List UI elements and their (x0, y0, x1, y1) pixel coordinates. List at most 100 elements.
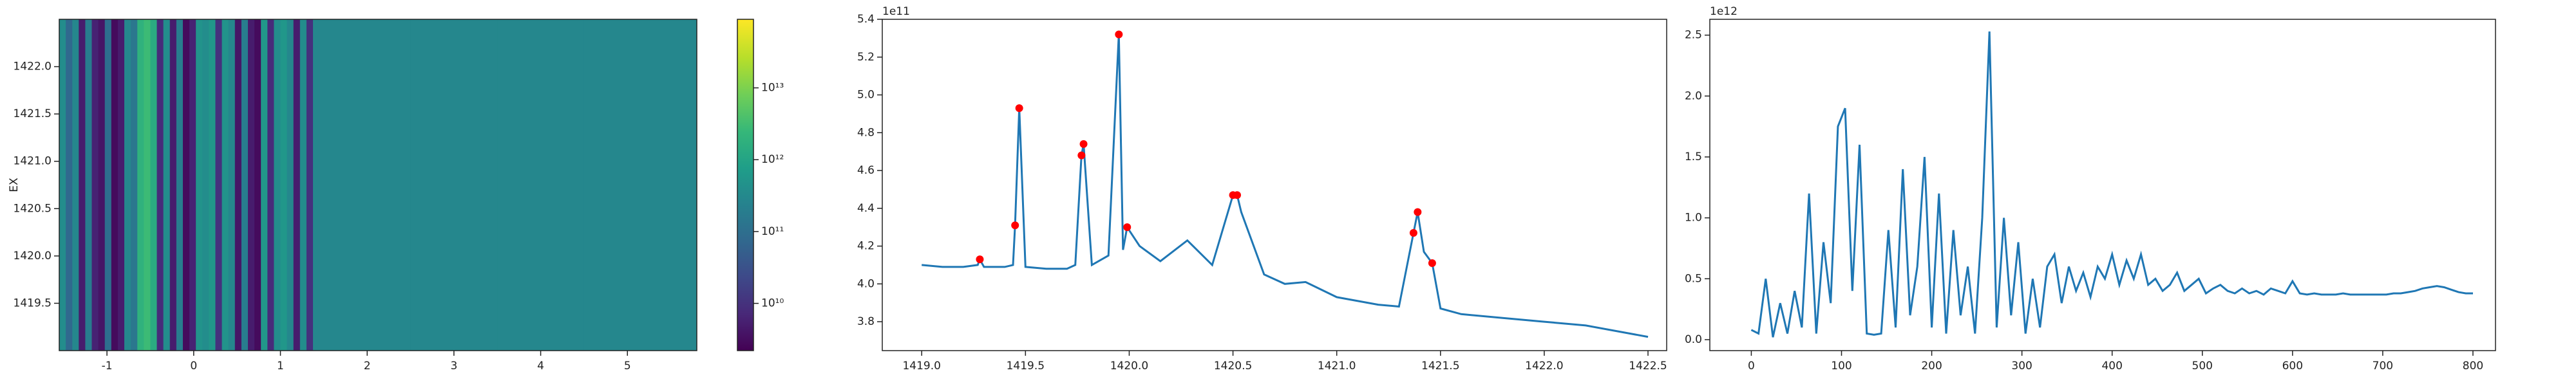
heatmap-cell (202, 19, 209, 351)
x-tick-label: 5 (624, 360, 631, 372)
heatmap-cell (215, 19, 223, 351)
x-tick-label: 2 (364, 360, 371, 372)
x-tick-label: 4 (537, 360, 544, 372)
heatmap-cell (196, 19, 203, 351)
colorbar-tick-label: 10¹¹ (761, 225, 784, 238)
y-tick-label: 1421.5 (14, 107, 52, 120)
heatmap-cell (182, 19, 190, 351)
x-tick-label: 0 (1748, 360, 1755, 372)
heatmap-cell (299, 19, 307, 351)
y-tick-label: 3.8 (857, 315, 875, 328)
y-tick-label: 4.4 (857, 202, 875, 215)
heatmap-cell (241, 19, 249, 351)
colorbar-tick-label: 10¹² (761, 153, 784, 166)
line (1750, 31, 2473, 338)
x-tick-label: 1420.5 (1214, 360, 1252, 372)
peak-marker (1409, 228, 1417, 237)
heatmap-cell (254, 19, 261, 351)
heatmap-cell (176, 19, 184, 351)
y-tick-label: 0.5 (1685, 272, 1702, 285)
heatmap-cell (234, 19, 242, 351)
y-tick-label: 2.0 (1685, 89, 1702, 102)
y-tick-label: 1420.5 (14, 202, 52, 215)
y-tick-label: 4.8 (857, 126, 875, 139)
x-tick-label: 0 (190, 360, 197, 372)
y-axis-label: EX (8, 178, 21, 192)
y-offset-label: 1e11 (882, 5, 910, 18)
heatmap-cell (209, 19, 216, 351)
heatmap-cell (98, 19, 106, 351)
heatmap-cell (287, 19, 294, 351)
x-tick-label: 1419.0 (902, 360, 940, 372)
x-tick-label: 1422.0 (1525, 360, 1563, 372)
x-tick-label: 1420.0 (1110, 360, 1148, 372)
peak-marker (1414, 208, 1422, 216)
x-tick-label: 1422.5 (1629, 360, 1667, 372)
y-tick-label: 2.5 (1685, 29, 1702, 42)
x-tick-label: 400 (2101, 360, 2122, 372)
y-tick-label: 1.0 (1685, 212, 1702, 225)
heatmap-cell (312, 19, 320, 351)
x-tick-label: 200 (1921, 360, 1942, 372)
x-tick-label: 1421.0 (1318, 360, 1356, 372)
peak-marker (1079, 140, 1088, 148)
line (922, 34, 1649, 338)
y-tick-label: 4.2 (857, 240, 875, 253)
heatmap-cell (261, 19, 268, 351)
x-tick-label: 600 (2282, 360, 2303, 372)
heatmap-cell (163, 19, 171, 351)
colorbar-tick-label: 10¹⁰ (761, 297, 784, 310)
heatmap-cell (583, 19, 697, 351)
heatmap-cell (319, 19, 412, 351)
colorbar-frame (737, 19, 754, 351)
peak-marker (1015, 104, 1023, 113)
y-tick-label: 4.6 (857, 164, 875, 177)
y-tick-label: 1421.0 (14, 155, 52, 168)
x-tick-label: 500 (2192, 360, 2213, 372)
y-tick-label: 1422.0 (14, 60, 52, 73)
heatmap-cell (59, 19, 66, 351)
heatmap-cell (410, 19, 498, 351)
y-tick-label: 5.0 (857, 89, 875, 102)
peak-marker (1011, 221, 1019, 230)
heatmap-cell (274, 19, 281, 351)
axes-frame (1709, 19, 2496, 351)
x-tick-label: -1 (102, 360, 113, 372)
heatmap-cell (79, 19, 86, 351)
y-offset-label: 1e12 (1710, 5, 1738, 18)
y-tick-label: 4.0 (857, 277, 875, 290)
y-tick-label: 1420.0 (14, 250, 52, 262)
y-tick-label: 0.0 (1685, 333, 1702, 346)
colorbar-tick-label: 10¹³ (761, 82, 784, 95)
heatmap-cell (497, 19, 585, 351)
heatmap-cell (117, 19, 125, 351)
heatmap-cell (169, 19, 177, 351)
heatmap-cell (72, 19, 79, 351)
x-tick-label: 800 (2463, 360, 2483, 372)
heatmap-cell (137, 19, 144, 351)
peak-marker (1077, 151, 1086, 160)
heatmap-cell (222, 19, 229, 351)
heatmap-cell (124, 19, 131, 351)
heatmap-cell (306, 19, 314, 351)
peak-marker (1233, 191, 1241, 199)
heatmap-cell (293, 19, 301, 351)
axes-frame (59, 19, 697, 351)
peak-marker (1428, 259, 1436, 267)
x-tick-label: 3 (450, 360, 457, 372)
heatmap-cell (189, 19, 196, 351)
heatmap-cell (280, 19, 288, 351)
heatmap-cell (144, 19, 151, 351)
heatmap-cell (228, 19, 236, 351)
heatmap-cell (66, 19, 73, 351)
heatmap-cell (150, 19, 158, 351)
heatmap-cell (267, 19, 274, 351)
x-tick-label: 100 (1831, 360, 1852, 372)
y-tick-label: 1419.5 (14, 297, 52, 309)
peak-marker (1123, 223, 1132, 232)
y-tick-label: 5.2 (857, 51, 875, 64)
x-tick-label: 1 (277, 360, 284, 372)
heatmap-cell (156, 19, 164, 351)
heatmap-cell (91, 19, 99, 351)
